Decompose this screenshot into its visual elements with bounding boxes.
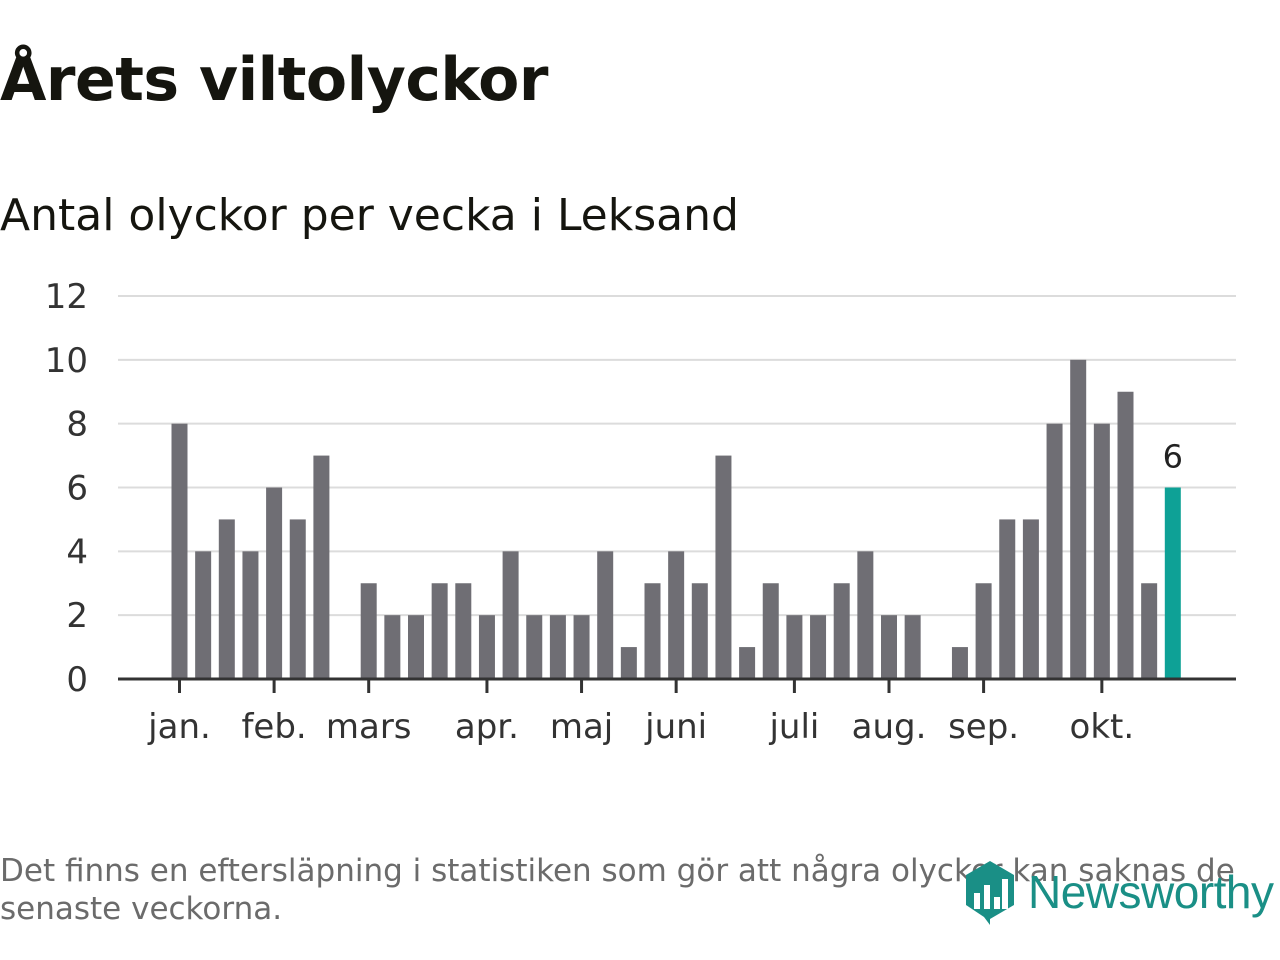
bar — [195, 551, 212, 679]
bar — [549, 615, 566, 679]
bar — [975, 583, 992, 679]
y-tick-label: 12 — [45, 277, 88, 317]
bar — [739, 647, 756, 679]
bar — [1093, 423, 1110, 679]
x-axis-ticks: jan. feb. mars apr. maj juni juli aug. sep. okt. — [147, 679, 1134, 747]
bar — [408, 615, 424, 679]
bar — [384, 615, 401, 679]
bar — [668, 551, 685, 679]
bar — [857, 551, 874, 679]
newsworthy-logo-icon — [966, 861, 1014, 925]
bar — [218, 519, 235, 679]
bar — [833, 583, 850, 679]
bar — [1022, 519, 1039, 679]
newsworthy-logo-text: Newsworthy — [1028, 866, 1274, 918]
bar — [1070, 359, 1087, 679]
bars — [171, 359, 1181, 679]
bar — [999, 519, 1016, 679]
bar — [644, 583, 661, 679]
bar — [1046, 423, 1063, 679]
y-tick-label: 0 — [66, 660, 88, 700]
x-tick-label: sep. — [948, 707, 1019, 747]
bar — [1117, 391, 1134, 679]
bar — [786, 615, 803, 679]
bar-highlighted — [1164, 487, 1181, 679]
bar — [289, 519, 306, 679]
bar — [360, 583, 377, 679]
bar — [455, 583, 472, 679]
data-label-highlight: 6 — [1163, 438, 1183, 476]
newsworthy-logo: Newsworthy — [964, 856, 1274, 928]
bar-chart: 0 2 4 6 8 10 12 jan. feb. mars apr. maj juni juli aug… — [45, 277, 1236, 747]
bar — [242, 551, 259, 679]
y-tick-label: 8 — [66, 405, 88, 445]
bar — [762, 583, 779, 679]
bar — [881, 615, 897, 679]
bar — [597, 551, 614, 679]
bar — [904, 615, 921, 679]
y-tick-label: 4 — [66, 532, 88, 572]
x-tick-label: jan. — [147, 707, 211, 747]
y-tick-label: 2 — [66, 596, 88, 636]
bar — [313, 455, 330, 679]
bar — [810, 615, 827, 679]
bar — [526, 615, 543, 679]
data-labels: 6 — [1163, 438, 1183, 476]
bar — [620, 647, 637, 679]
y-tick-label: 6 — [66, 469, 88, 509]
bar — [1141, 583, 1158, 679]
bar — [951, 647, 968, 679]
footnote: Det finns en eftersläpning i statistiken… — [0, 853, 1235, 927]
bar — [478, 615, 495, 679]
y-tick-label: 10 — [45, 341, 88, 381]
chart-subtitle: Antal olyckor per vecka i Leksand — [0, 190, 739, 241]
x-tick-label: juni — [644, 707, 707, 747]
bar — [715, 455, 732, 679]
chart-title: Årets viltolyckor — [0, 45, 549, 115]
bar — [266, 487, 283, 679]
x-tick-label: okt. — [1070, 707, 1135, 747]
y-axis-ticks: 0 2 4 6 8 10 12 — [45, 277, 88, 700]
bar — [502, 551, 519, 679]
x-tick-label: mars — [326, 707, 412, 747]
bar — [691, 583, 708, 679]
x-tick-label: feb. — [241, 707, 306, 747]
bar — [573, 615, 590, 679]
x-tick-label: apr. — [455, 707, 519, 747]
x-tick-label: maj — [550, 707, 613, 747]
x-tick-label: aug. — [852, 707, 927, 747]
bar — [171, 423, 188, 679]
x-tick-label: juli — [768, 707, 819, 747]
bar — [431, 583, 448, 679]
